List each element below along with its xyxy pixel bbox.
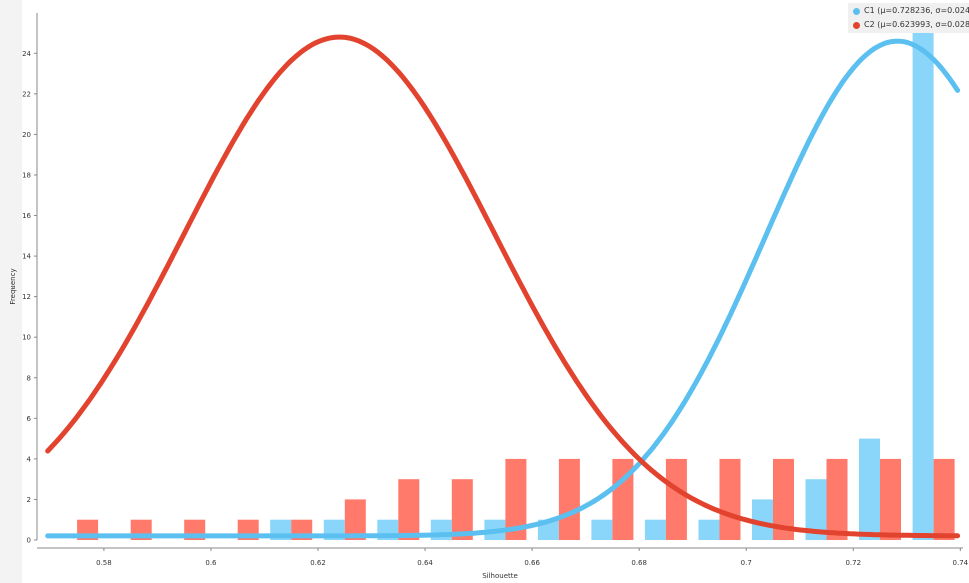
x-tick-label: 0.58: [96, 559, 112, 567]
y-tick-label: 6: [27, 415, 32, 423]
y-tick-label: 8: [27, 374, 31, 382]
bar-c1: [698, 519, 720, 540]
bar-c2: [933, 458, 955, 540]
x-tick-label: 0.64: [417, 559, 433, 567]
y-tick-label: 24: [22, 50, 31, 58]
x-tick-label: 0.66: [524, 559, 540, 567]
bar-c1: [591, 519, 613, 540]
bar-c2: [719, 458, 741, 540]
y-tick-label: 12: [22, 293, 31, 301]
bars-layer: [77, 33, 955, 540]
y-tick-label: 20: [22, 131, 31, 139]
legend-swatch-c2: [853, 21, 860, 29]
y-tick-label: 22: [22, 90, 31, 98]
x-tick-label: 0.6: [205, 559, 217, 567]
curves-layer: [45, 34, 961, 539]
legend-item-c1[interactable]: C1 (μ=0.728236, σ=0.024592): [848, 5, 969, 17]
bar-c2: [451, 479, 473, 540]
y-tick-label: 2: [27, 496, 31, 504]
bar-c1: [859, 438, 880, 540]
x-tick-label: 0.7: [741, 559, 752, 567]
bar-c1: [912, 33, 934, 540]
bar-c2: [773, 458, 794, 540]
bar-c2: [344, 499, 366, 540]
legend[interactable]: C1 (μ=0.728236, σ=0.024592) C2 (μ=0.6239…: [848, 3, 969, 33]
bar-c2: [398, 479, 420, 540]
chevron-right-icon[interactable]: ›: [10, 283, 15, 294]
y-tick-label: 10: [22, 334, 31, 342]
fit-curve-c1: [45, 38, 961, 539]
legend-label-c2: C2 (μ=0.623993, σ=0.0289627): [864, 20, 969, 29]
x-tick-label: 0.62: [310, 559, 326, 567]
fit-curve-c2: [45, 34, 961, 539]
x-tick-label: 0.72: [845, 559, 861, 567]
bar-c1: [805, 479, 827, 540]
bar-c2: [665, 458, 687, 540]
legend-item-c2[interactable]: C2 (μ=0.623993, σ=0.0289627): [848, 19, 969, 31]
y-tick-label: 14: [22, 253, 31, 261]
bar-c1: [752, 499, 773, 540]
side-panel-strip: [0, 0, 22, 583]
y-tick-label: 16: [22, 212, 31, 220]
x-tick-label: 0.68: [631, 559, 647, 567]
y-tick-label: 4: [27, 455, 32, 463]
y-tick-label: 18: [22, 171, 31, 179]
x-tick-label: 0.74: [953, 559, 969, 567]
y-tick-label: 0: [27, 537, 31, 545]
bar-c2: [505, 458, 527, 540]
x-axis-title: Silhouette: [482, 572, 518, 580]
bar-c1: [644, 519, 666, 540]
bar-c2: [880, 458, 901, 540]
legend-label-c1: C1 (μ=0.728236, σ=0.024592): [864, 6, 969, 15]
bar-c2: [612, 458, 634, 540]
y-axis-title: Frequency: [9, 268, 17, 304]
bar-c2: [826, 458, 848, 540]
bar-c2: [558, 458, 580, 540]
legend-swatch-c1: [853, 7, 860, 15]
